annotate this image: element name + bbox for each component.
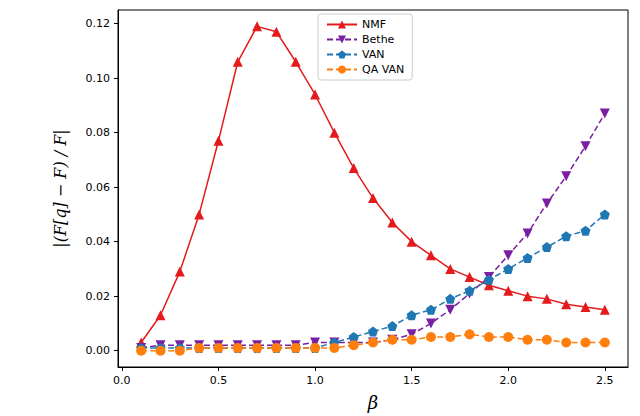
svg-text:0.10: 0.10 <box>86 72 111 85</box>
svg-text:|(F[q] − F) / F|: |(F[q] − F) / F| <box>51 129 70 247</box>
svg-text:2.5: 2.5 <box>596 374 614 387</box>
svg-text:β: β <box>367 392 378 413</box>
svg-text:0.5: 0.5 <box>210 374 228 387</box>
svg-text:1.5: 1.5 <box>403 374 421 387</box>
svg-text:0.08: 0.08 <box>86 126 111 139</box>
svg-text:Bethe: Bethe <box>362 33 395 46</box>
svg-text:0.0: 0.0 <box>113 374 131 387</box>
svg-text:0.06: 0.06 <box>86 181 111 194</box>
svg-text:2.0: 2.0 <box>499 374 517 387</box>
svg-text:1.0: 1.0 <box>306 374 324 387</box>
svg-text:NMF: NMF <box>362 18 386 31</box>
svg-text:VAN: VAN <box>362 48 385 61</box>
svg-text:0.12: 0.12 <box>86 17 111 30</box>
svg-text:0.02: 0.02 <box>86 290 111 303</box>
svg-text:QA VAN: QA VAN <box>362 63 404 76</box>
svg-text:0.00: 0.00 <box>86 344 111 357</box>
svg-text:0.04: 0.04 <box>86 235 111 248</box>
